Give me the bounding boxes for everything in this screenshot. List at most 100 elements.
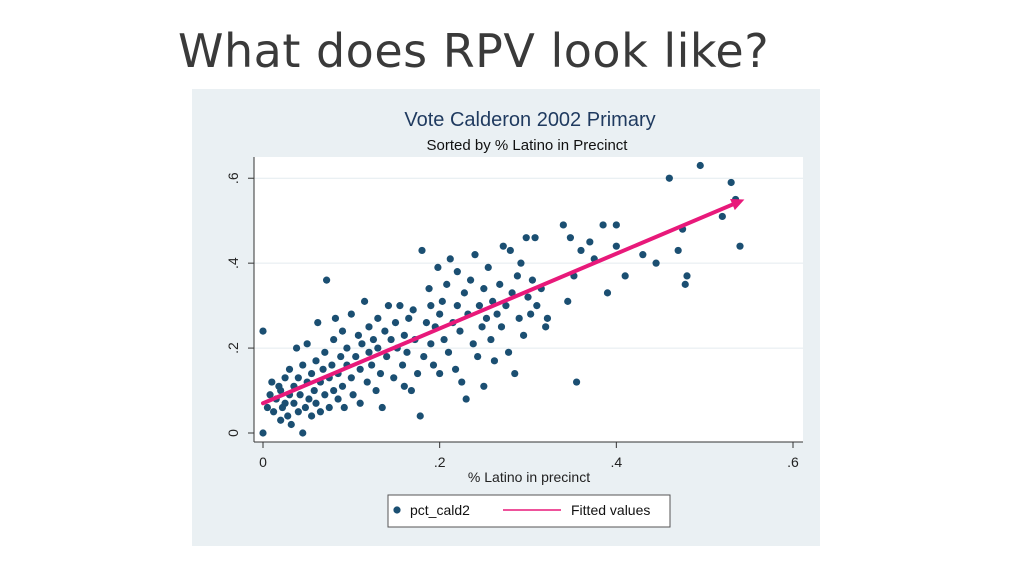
data-point [474, 352, 482, 361]
data-point [438, 297, 446, 305]
data-point [543, 314, 552, 322]
data-point [356, 365, 364, 373]
data-point [337, 352, 345, 361]
data-point [330, 335, 338, 344]
data-point [612, 242, 620, 250]
y-tick-label: .4 [225, 257, 241, 269]
data-point [674, 246, 682, 255]
data-point [307, 369, 316, 378]
data-point [368, 361, 376, 369]
data-point [285, 365, 294, 373]
data-point [299, 361, 307, 369]
data-point [312, 399, 320, 407]
data-point [378, 403, 386, 412]
data-point [409, 306, 417, 314]
data-point [531, 234, 539, 242]
data-point [480, 285, 488, 293]
data-point [422, 319, 431, 327]
data-point [387, 335, 395, 344]
data-point [343, 344, 351, 352]
data-point [396, 302, 404, 310]
data-point [511, 369, 519, 378]
arrow-head [730, 199, 745, 211]
data-point [515, 314, 523, 322]
data-point [374, 314, 382, 322]
data-point [384, 302, 393, 310]
data-point [506, 246, 514, 255]
data-point [513, 272, 521, 280]
data-point [497, 323, 506, 331]
data-point [340, 403, 348, 412]
chart-panel: Vote Calderon 2002 Primary Sorted by % L… [192, 89, 820, 546]
data-point [365, 323, 373, 331]
data-point [277, 386, 285, 395]
data-point [294, 408, 302, 416]
data-point [363, 378, 371, 386]
data-point [434, 263, 442, 271]
y-tick-label: .6 [225, 172, 241, 184]
data-point [390, 374, 398, 382]
data-point [484, 263, 492, 271]
data-point [451, 365, 460, 373]
data-point [508, 289, 516, 297]
data-point [542, 323, 550, 331]
data-point [266, 391, 274, 399]
data-point [383, 352, 391, 361]
y-tick-label: 0 [225, 429, 241, 437]
data-point [480, 382, 488, 390]
legend-box [387, 494, 671, 528]
data-point [349, 391, 357, 399]
data-point [316, 408, 325, 416]
data-point [321, 391, 329, 399]
data-point [527, 310, 535, 318]
data-point [277, 416, 285, 424]
data-point [446, 255, 454, 263]
data-point [696, 161, 704, 170]
data-point [517, 259, 525, 267]
legend-marker-points [393, 506, 401, 514]
data-point [263, 403, 272, 412]
data-point [681, 280, 689, 288]
data-point [281, 399, 289, 407]
data-point [533, 302, 541, 310]
data-point [330, 386, 338, 395]
data-point [418, 246, 426, 255]
data-point [490, 357, 499, 365]
data-point [416, 412, 424, 420]
data-point [259, 429, 267, 437]
data-point [436, 369, 444, 378]
data-point [301, 403, 309, 412]
data-point [522, 234, 530, 242]
x-tick-label: .4 [610, 454, 622, 470]
data-point [466, 276, 475, 284]
x-axis-label: % Latino in precinct [468, 469, 590, 485]
data-point [652, 259, 660, 267]
chart-subtitle: Sorted by % Latino in Precinct [427, 137, 629, 154]
data-point [403, 348, 411, 356]
data-point [287, 420, 295, 429]
data-point [478, 323, 486, 331]
slide-title: What does RPV look like? [178, 24, 770, 78]
data-point [374, 344, 382, 352]
data-point [420, 352, 428, 361]
fitted-values-line [261, 202, 735, 406]
data-point [443, 280, 451, 288]
data-point [482, 314, 491, 322]
data-point [462, 395, 470, 403]
data-point [727, 178, 735, 187]
legend-label-fit: Fitted values [571, 502, 650, 518]
y-tick-label: .2 [225, 342, 241, 354]
data-point [400, 331, 408, 339]
data-point [599, 221, 607, 229]
data-point [566, 234, 574, 242]
data-point [354, 331, 362, 339]
data-point [471, 251, 479, 259]
data-point [307, 412, 316, 420]
data-point [444, 348, 453, 356]
data-point [292, 344, 301, 352]
data-point [338, 327, 347, 335]
data-point [331, 314, 340, 322]
data-point [407, 386, 415, 395]
fitted-line-layer [261, 199, 745, 406]
data-point [314, 319, 322, 327]
